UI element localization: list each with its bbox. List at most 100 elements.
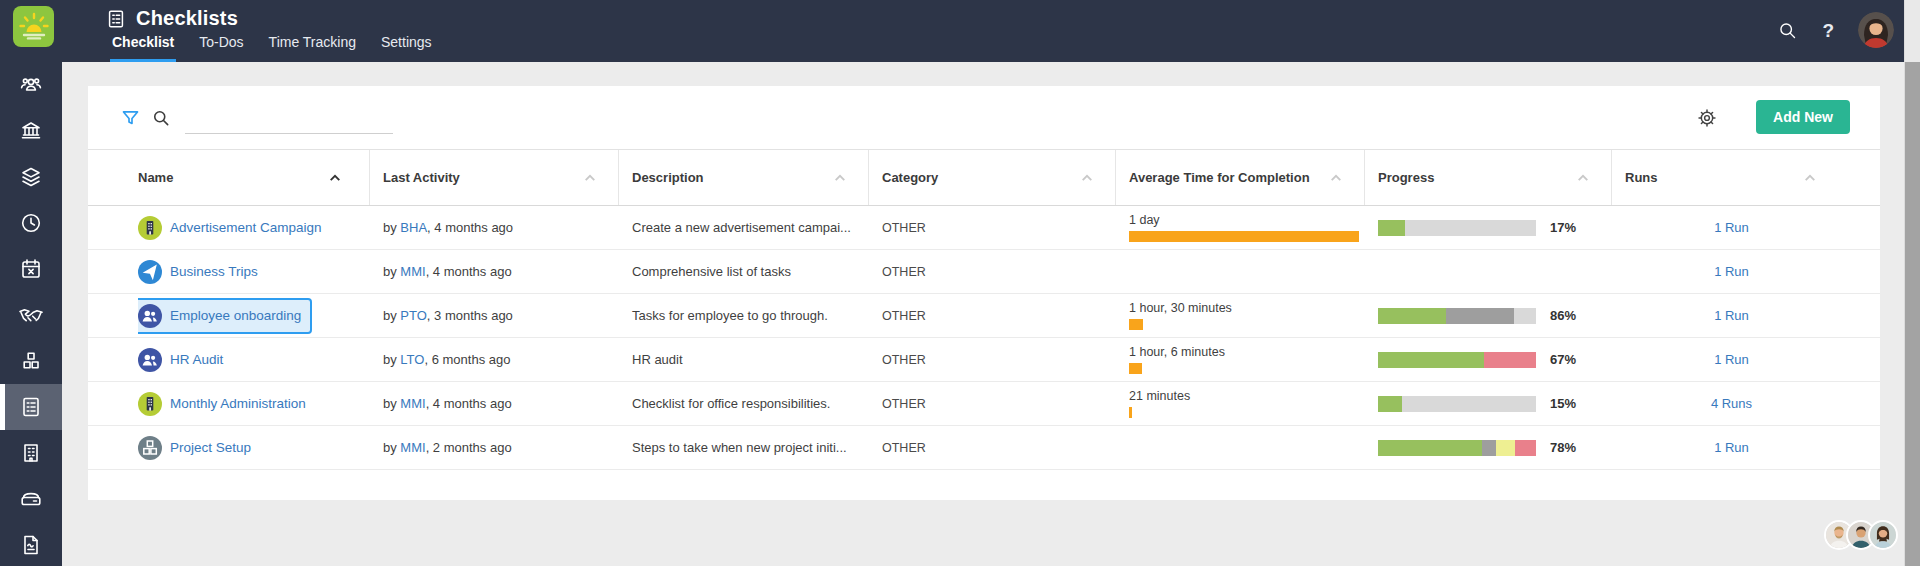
column-header-last-activity[interactable]: Last Activity [370,150,619,205]
progress-cell: 67% [1365,352,1612,368]
column-header-description[interactable]: Description [619,150,869,205]
runs-link[interactable]: 1 Run [1714,308,1749,323]
vertical-scrollbar[interactable] [1904,0,1920,566]
tab-checklist[interactable]: Checklist [110,28,176,62]
app-logo[interactable] [13,6,54,47]
checklist-name-link[interactable]: Monthly Administration [170,396,306,411]
sidebar-item-layers[interactable] [0,154,62,200]
column-label: Runs [1625,170,1658,185]
name-chip[interactable]: Monthly Administration [138,386,317,422]
runs-link[interactable]: 1 Run [1714,440,1749,455]
progress-bar [1378,220,1536,236]
table-row[interactable]: Employee onboarding by PTO, 3 months ago… [88,294,1880,338]
tab-bar: Checklist To-Dos Time Tracking Settings [110,28,434,62]
sort-caret-icon [834,174,846,182]
category-cell: OTHER [869,221,1116,235]
avatar-woman-long-hair[interactable] [1868,520,1898,550]
checklist-card: Add New Name Last Activity Description C… [88,86,1880,500]
sidebar-item-users[interactable] [0,62,62,108]
filter-funnel-icon[interactable] [120,108,141,129]
avg-time-bar [1129,231,1359,242]
column-header-progress[interactable]: Progress [1365,150,1612,205]
report-icon [19,533,43,557]
sunrise-logo-icon [14,7,54,47]
average-time-label: 21 minutes [1129,389,1365,404]
last-activity-cell: by MMI, 2 months ago [370,440,619,455]
user-avatar[interactable] [1858,12,1894,48]
activity-prefix: by [383,264,400,279]
checklist-name-link[interactable]: Business Trips [170,264,258,279]
add-new-button[interactable]: Add New [1756,100,1850,134]
user-initials-link[interactable]: MMI [400,440,425,455]
filter-row: Add New [88,86,1880,150]
name-chip[interactable]: Employee onboarding [138,298,312,334]
sidebar-item-absence[interactable] [0,246,62,292]
table-row[interactable]: HR Audit by LTO, 6 months ago HR audit O… [88,338,1880,382]
tab-time-tracking[interactable]: Time Tracking [267,28,358,62]
tab-to-dos[interactable]: To-Dos [197,28,245,62]
checklist-name-link[interactable]: HR Audit [170,352,223,367]
checklist-name-link[interactable]: Project Setup [170,440,251,455]
progress-bar [1378,440,1536,456]
column-header-runs[interactable]: Runs [1612,150,1838,205]
sidebar-item-equipment[interactable] [0,476,62,522]
search-icon[interactable] [151,108,171,128]
progress-percent: 86% [1550,308,1576,323]
last-activity-cell: by MMI, 4 months ago [370,396,619,411]
user-initials-link[interactable]: BHA [400,220,427,235]
tab-settings[interactable]: Settings [379,28,434,62]
progress-bar [1378,396,1536,412]
column-label: Name [138,170,173,185]
column-header-average-time[interactable]: Average Time for Completion [1116,150,1365,205]
average-time-cell: 1 hour, 30 minutes [1116,301,1365,330]
average-time-label: 1 hour, 30 minutes [1129,301,1365,316]
search-icon[interactable] [1777,20,1798,41]
table-row[interactable]: Project Setup by MMI, 2 months ago Steps… [88,426,1880,470]
sort-caret-icon [1081,174,1093,182]
sidebar-item-time[interactable] [0,200,62,246]
sidebar-item-reports[interactable] [0,522,62,566]
checklist-name-link[interactable]: Advertisement Campaign [170,220,322,235]
progress-cell: 15% [1365,396,1612,412]
runs-link[interactable]: 1 Run [1714,220,1749,235]
sidebar-item-checklists[interactable] [0,384,62,430]
progress-bar [1378,308,1536,324]
column-header-name[interactable]: Name [138,150,370,205]
user-initials-link[interactable]: LTO [400,352,424,367]
sort-caret-icon [584,174,596,182]
cubes-icon [19,349,43,373]
user-initials-link[interactable]: MMI [400,396,425,411]
runs-link[interactable]: 1 Run [1714,264,1749,279]
name-chip[interactable]: Business Trips [138,254,269,290]
drive-icon [19,487,43,511]
sort-caret-icon [1804,174,1816,182]
name-chip[interactable]: HR Audit [138,342,234,378]
activity-suffix: , 3 months ago [427,308,513,323]
filter-search-input[interactable] [185,100,393,134]
runs-link[interactable]: 4 Runs [1711,396,1752,411]
name-chip[interactable]: Project Setup [138,430,262,466]
help-icon[interactable]: ? [1822,21,1834,40]
main-content: Add New Name Last Activity Description C… [62,62,1904,566]
user-initials-link[interactable]: PTO [400,308,427,323]
scrollbar-thumb[interactable] [1905,62,1920,566]
sidebar-item-company[interactable] [0,430,62,476]
checklist-name-link[interactable]: Employee onboarding [170,308,301,323]
user-initials-link[interactable]: MMI [400,264,425,279]
gear-icon[interactable] [1696,107,1718,129]
sidebar-item-handshake[interactable] [0,292,62,338]
column-header-category[interactable]: Category [869,150,1116,205]
table-row[interactable]: Advertisement Campaign by BHA, 4 months … [88,206,1880,250]
sidebar-item-bank[interactable] [0,108,62,154]
page-title: Checklists [136,7,238,30]
description-cell: Checklist for office responsibilities. [619,396,869,411]
table-row[interactable]: Monthly Administration by MMI, 4 months … [88,382,1880,426]
table-row[interactable]: Business Trips by MMI, 4 months ago Comp… [88,250,1880,294]
average-time-cell [1116,270,1365,273]
column-label: Progress [1378,170,1434,185]
checklists-icon [19,395,43,419]
column-label: Last Activity [383,170,460,185]
runs-link[interactable]: 1 Run [1714,352,1749,367]
name-chip[interactable]: Advertisement Campaign [138,210,333,246]
sidebar-item-assets[interactable] [0,338,62,384]
